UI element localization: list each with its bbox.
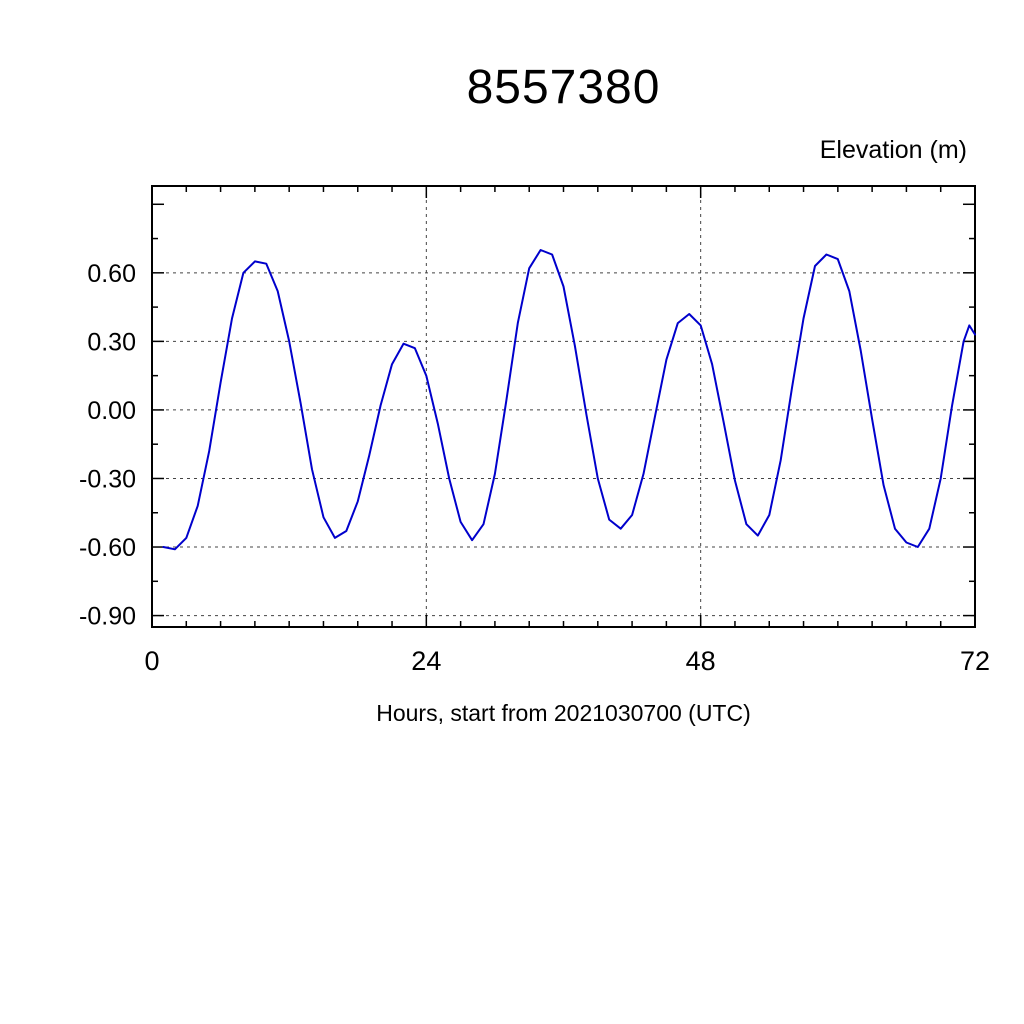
y-tick-label: -0.30 <box>79 465 136 493</box>
y-units-label: Elevation (m) <box>819 136 967 164</box>
plot-frame <box>151 185 976 628</box>
x-tick-label: 24 <box>411 646 441 676</box>
elevation-series-line <box>162 249 976 551</box>
y-tick-label: -0.60 <box>79 534 136 562</box>
chart-title: 8557380 <box>466 61 661 114</box>
x-tick-label: 48 <box>686 646 716 676</box>
y-tick-label: -0.90 <box>79 603 136 631</box>
y-tick-label: 0.30 <box>87 328 136 356</box>
y-tick-label: 0.00 <box>87 397 136 425</box>
x-tick-label: 0 <box>144 646 159 676</box>
x-tick-label: 72 <box>960 646 990 676</box>
y-tick-label: 0.60 <box>87 260 136 288</box>
x-axis-label: Hours, start from 2021030700 (UTC) <box>376 700 751 726</box>
